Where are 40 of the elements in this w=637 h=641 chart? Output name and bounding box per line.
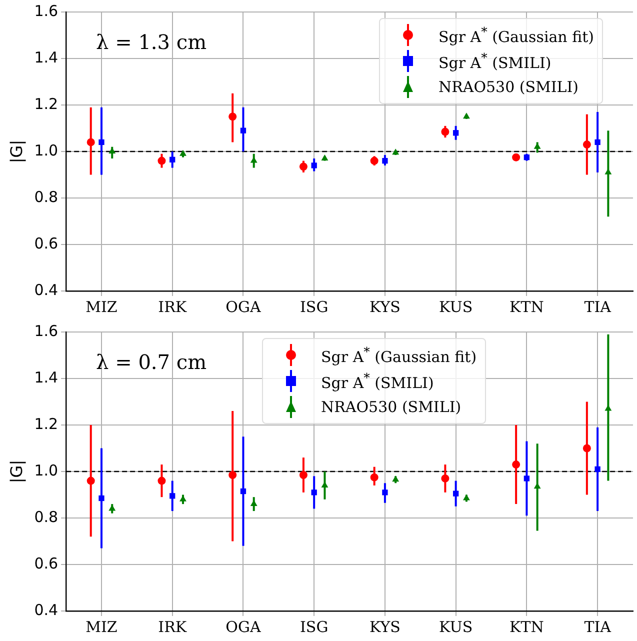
y-axis-title: |G| <box>6 140 26 164</box>
y-tick-label: 1.2 <box>34 414 58 433</box>
y-tick-label: 0.6 <box>34 234 58 252</box>
x-tick-label: KYS <box>369 298 400 316</box>
legend-label: NRAO530 (SMILI) <box>321 398 462 416</box>
x-tick-label: KYS <box>369 618 400 636</box>
annotation: λ = 1.3 cm <box>96 30 207 54</box>
y-tick-label: 1.0 <box>34 141 58 160</box>
y-tick-label: 0.8 <box>34 188 58 206</box>
annotation: λ = 0.7 cm <box>96 350 207 374</box>
y-tick-label: 0.4 <box>34 600 58 619</box>
legend-label: Sgr A$^{*}$ (SMILI) <box>438 50 552 72</box>
x-tick-label: ISG <box>300 618 328 636</box>
x-tick-label: IRK <box>158 618 188 636</box>
y-tick-label: 1.2 <box>34 94 58 113</box>
y-tick-label: 1.0 <box>34 461 58 480</box>
x-tick-label: MIZ <box>86 618 118 636</box>
y-tick-label: 1.6 <box>34 2 58 20</box>
legend-label: Sgr A$^{*}$ (Gaussian fit) <box>438 24 594 46</box>
x-tick-label: KUS <box>439 298 473 316</box>
y-tick-label: 1.4 <box>34 368 58 386</box>
y-axis-title: |G| <box>6 460 26 484</box>
y-tick-label: 1.6 <box>34 322 58 340</box>
legend-label: Sgr A$^{*}$ (SMILI) <box>321 370 434 392</box>
x-tick-label: KTN <box>510 298 544 316</box>
x-tick-label: KTN <box>510 618 544 636</box>
x-tick-label: ISG <box>300 298 328 316</box>
x-tick-label: IRK <box>158 298 188 316</box>
y-tick-label: 0.4 <box>34 280 58 299</box>
x-tick-label: MIZ <box>86 298 118 316</box>
legend-label: Sgr A$^{*}$ (Gaussian fit) <box>321 344 477 366</box>
y-tick-label: 1.4 <box>34 48 58 66</box>
x-tick-label: TIA <box>584 618 612 636</box>
x-tick-label: OGA <box>226 298 261 316</box>
x-tick-label: KUS <box>439 618 473 636</box>
legend-label: NRAO530 (SMILI) <box>438 78 579 96</box>
y-tick-label: 0.6 <box>34 554 58 572</box>
x-tick-label: OGA <box>226 618 261 636</box>
x-tick-label: TIA <box>584 298 612 316</box>
y-tick-label: 0.8 <box>34 508 58 526</box>
